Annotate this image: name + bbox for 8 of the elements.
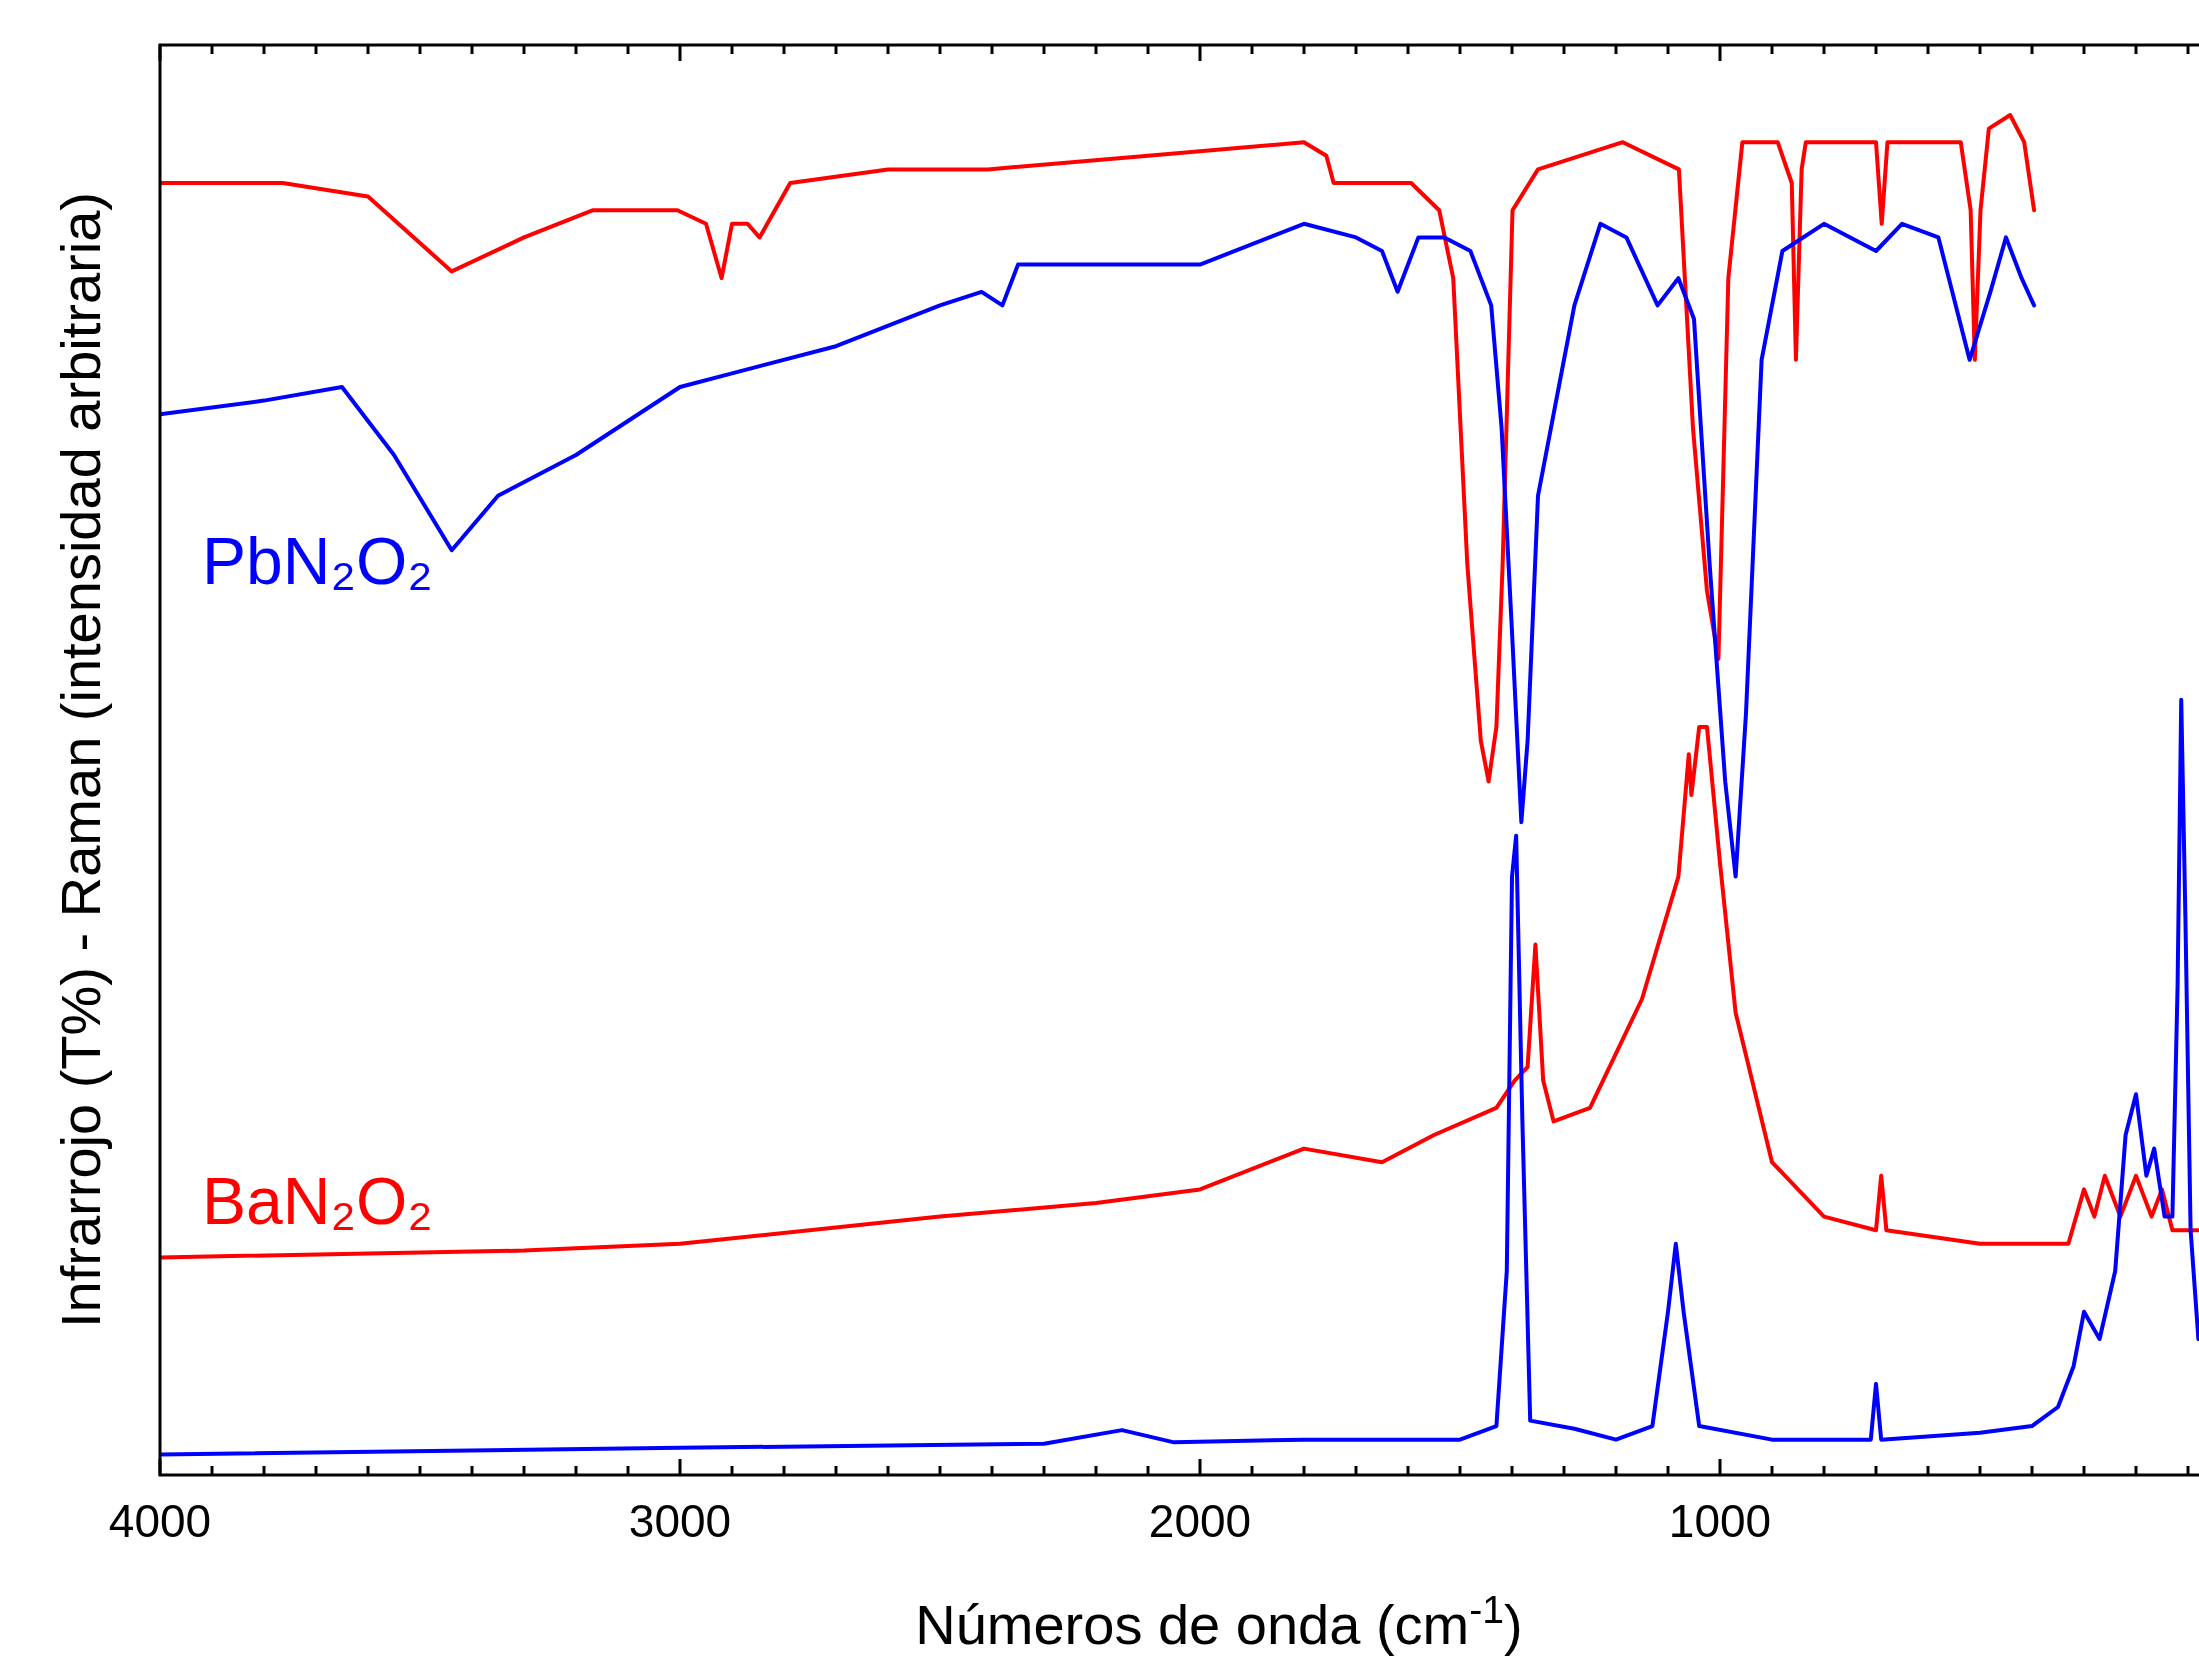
- x-axis-title: Números de onda (cm$^{-1}$): [915, 1587, 1523, 1656]
- y-axis-title: Infrarrojo (T%) - Raman (intensidad arbitraria): [49, 192, 112, 1328]
- series-label: BaN₂O₂: [202, 1164, 433, 1239]
- x-tick-label: 3000: [628, 1495, 732, 1547]
- series-label: PbN₂O₂: [202, 524, 433, 599]
- x-tick-label: 2000: [1148, 1495, 1252, 1547]
- x-tick-label: 1000: [1668, 1495, 1772, 1547]
- x-tick-label: 4000: [108, 1495, 212, 1547]
